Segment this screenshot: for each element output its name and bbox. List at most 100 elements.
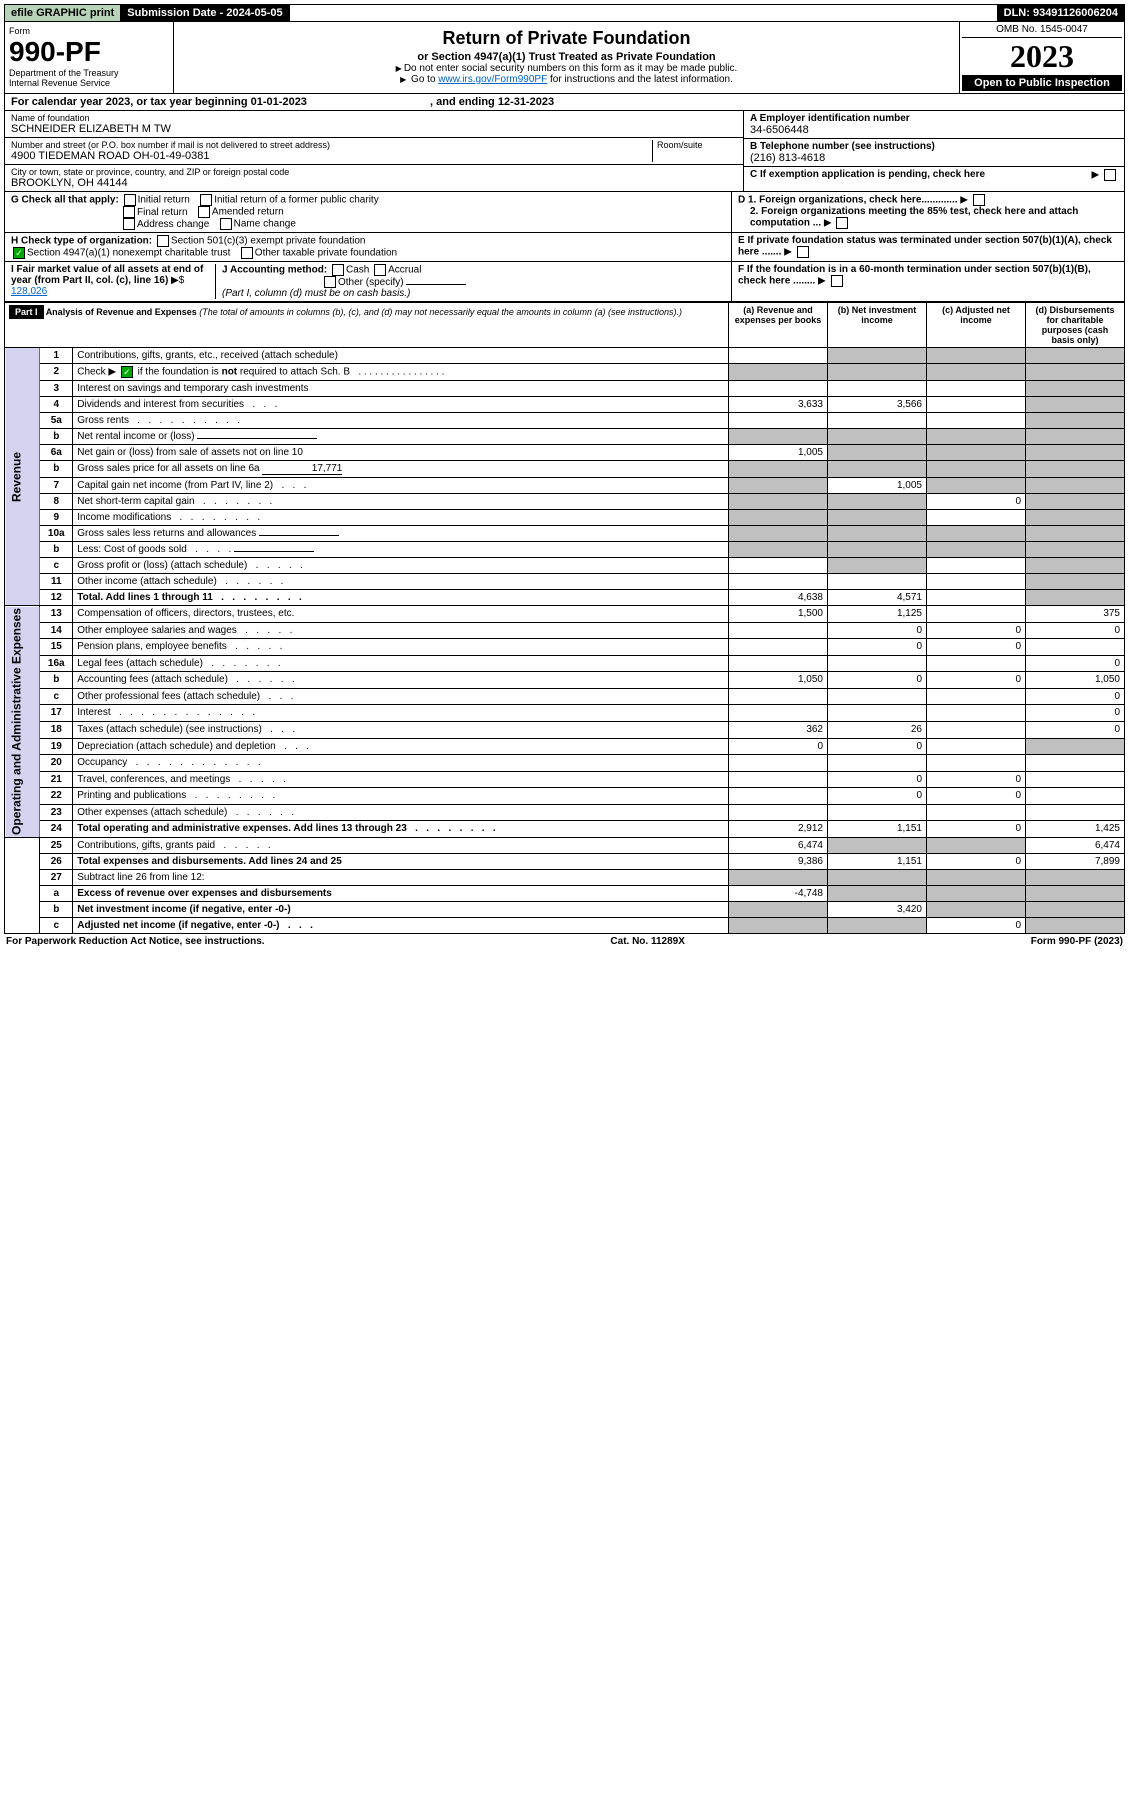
form-label: Form (9, 26, 169, 36)
line-21: Travel, conferences, and meetings . . . … (73, 771, 729, 788)
j-cash-checkbox[interactable] (332, 264, 344, 276)
line-17: Interest . . . . . . . . . . . . . (73, 705, 729, 722)
ein-label: A Employer identification number (750, 113, 1118, 124)
expenses-section-label: Operating and Administrative Expenses (5, 606, 40, 838)
col-c-header: (c) Adjusted net income (927, 303, 1026, 348)
line-18: Taxes (attach schedule) (see instruction… (73, 721, 729, 738)
fmv-link[interactable]: 128,026 (11, 286, 47, 297)
d1-label: D 1. Foreign organizations, check here..… (738, 195, 958, 206)
g-initial-checkbox[interactable] (124, 194, 136, 206)
e-label: E If private foundation status was termi… (738, 235, 1112, 258)
phone-label: B Telephone number (see instructions) (750, 141, 1118, 152)
line-1: Contributions, gifts, grants, etc., rece… (73, 348, 729, 364)
j-label: J Accounting method: (222, 265, 327, 276)
footer-right: Form 990-PF (2023) (1031, 936, 1123, 947)
spacer (290, 5, 997, 21)
g-name-checkbox[interactable] (220, 218, 232, 230)
line-15: Pension plans, employee benefits . . . .… (73, 639, 729, 656)
line-16b: Accounting fees (attach schedule) . . . … (73, 672, 729, 689)
g-address-checkbox[interactable] (123, 218, 135, 230)
part1-table: Part I Analysis of Revenue and Expenses … (4, 302, 1125, 934)
footer-mid: Cat. No. 11289X (610, 936, 684, 947)
foundation-address: 4900 TIEDEMAN ROAD OH-01-49-0381 (11, 150, 652, 162)
form-header: Form 990-PF Department of the Treasury I… (4, 22, 1125, 94)
line-8: Net short-term capital gain . . . . . . … (73, 494, 729, 510)
i-label: I Fair market value of all assets at end… (11, 264, 203, 286)
g-final-checkbox[interactable] (123, 206, 135, 218)
instr-1: Do not enter social security numbers on … (178, 63, 955, 74)
top-bar: efile GRAPHIC print Submission Date - 20… (4, 4, 1125, 22)
c-label: C If exemption application is pending, c… (750, 169, 985, 180)
col-b-header: (b) Net investment income (828, 303, 927, 348)
instructions-link[interactable]: www.irs.gov/Form990PF (438, 74, 547, 85)
line-25: Contributions, gifts, grants paid . . . … (73, 837, 729, 853)
line-5a: Gross rents . . . . . . . . . . (73, 413, 729, 429)
line-6a: Net gain or (loss) from sale of assets n… (73, 445, 729, 461)
j-note: (Part I, column (d) must be on cash basi… (222, 288, 410, 299)
f-label: F If the foundation is in a 60-month ter… (738, 264, 1091, 287)
part1-title: Analysis of Revenue and Expenses (46, 307, 197, 317)
instr-2: Go to www.irs.gov/Form990PF for instruct… (178, 74, 955, 85)
j-other-checkbox[interactable] (324, 276, 336, 288)
name-label: Name of foundation (11, 113, 737, 123)
line-10c: Gross profit or (loss) (attach schedule)… (73, 558, 729, 574)
form-title: Return of Private Foundation (178, 28, 955, 49)
line-4: Dividends and interest from securities .… (73, 397, 729, 413)
line-16c: Other professional fees (attach schedule… (73, 688, 729, 705)
j-accrual-checkbox[interactable] (374, 264, 386, 276)
phone-value: (216) 813-4618 (750, 152, 1118, 164)
footer-left: For Paperwork Reduction Act Notice, see … (6, 936, 265, 947)
line-24: Total operating and administrative expen… (73, 821, 729, 838)
line-5b: Net rental income or (loss) (73, 429, 729, 445)
h-4947-checkbox[interactable] (13, 247, 25, 259)
h-other-checkbox[interactable] (241, 247, 253, 259)
form-subtitle: or Section 4947(a)(1) Trust Treated as P… (178, 51, 955, 63)
line-6b: Gross sales price for all assets on line… (73, 461, 729, 478)
line-22: Printing and publications . . . . . . . … (73, 788, 729, 805)
section-g-d: G Check all that apply: Initial return I… (4, 192, 1125, 233)
line-27c: Adjusted net income (if negative, enter … (73, 917, 729, 933)
room-label: Room/suite (657, 140, 737, 150)
d2-checkbox[interactable] (836, 217, 848, 229)
efile-badge: efile GRAPHIC print (5, 5, 120, 21)
line-2: Check ▶ if the foundation is not require… (73, 364, 729, 381)
section-h-e: H Check type of organization: Section 50… (4, 233, 1125, 262)
g-label: G Check all that apply: (11, 195, 119, 206)
g-initial-former-checkbox[interactable] (200, 194, 212, 206)
line-27: Subtract line 26 from line 12: (73, 869, 729, 885)
h-501c3-checkbox[interactable] (157, 235, 169, 247)
dept-label: Department of the Treasury (9, 68, 169, 78)
line-20: Occupancy . . . . . . . . . . . . (73, 755, 729, 772)
line-23: Other expenses (attach schedule) . . . .… (73, 804, 729, 821)
line-11: Other income (attach schedule) . . . . .… (73, 574, 729, 590)
f-checkbox[interactable] (831, 275, 843, 287)
line-10a: Gross sales less returns and allowances (73, 526, 729, 542)
part1-label: Part I (9, 305, 44, 319)
line-19: Depreciation (attach schedule) and deple… (73, 738, 729, 755)
line-7: Capital gain net income (from Part IV, l… (73, 478, 729, 494)
e-checkbox[interactable] (797, 246, 809, 258)
ein-value: 34-6506448 (750, 124, 1118, 136)
h-label: H Check type of organization: (11, 236, 152, 247)
schb-checkbox[interactable] (121, 366, 133, 378)
col-a-header: (a) Revenue and expenses per books (729, 303, 828, 348)
g-amended-checkbox[interactable] (198, 206, 210, 218)
open-public-badge: Open to Public Inspection (962, 75, 1122, 91)
line-9: Income modifications . . . . . . . . (73, 510, 729, 526)
d1-checkbox[interactable] (973, 194, 985, 206)
submission-date: Submission Date - 2024-05-05 (121, 5, 288, 21)
addr-label: Number and street (or P.O. box number if… (11, 140, 652, 150)
page-footer: For Paperwork Reduction Act Notice, see … (4, 934, 1125, 949)
line-16a: Legal fees (attach schedule) . . . . . .… (73, 655, 729, 672)
omb-number: OMB No. 1545-0047 (962, 24, 1122, 38)
line-10b: Less: Cost of goods sold . . . . (73, 542, 729, 558)
part1-note: (The total of amounts in columns (b), (c… (199, 307, 682, 317)
irs-label: Internal Revenue Service (9, 78, 169, 88)
line-14: Other employee salaries and wages . . . … (73, 622, 729, 639)
d2-label: 2. Foreign organizations meeting the 85%… (750, 206, 1078, 229)
calendar-year-row: For calendar year 2023, or tax year begi… (4, 94, 1125, 111)
revenue-section-label: Revenue (5, 348, 40, 606)
c-checkbox[interactable] (1104, 169, 1116, 181)
section-i-j-f: I Fair market value of all assets at end… (4, 262, 1125, 302)
line-12: Total. Add lines 1 through 11 . . . . . … (73, 590, 729, 606)
